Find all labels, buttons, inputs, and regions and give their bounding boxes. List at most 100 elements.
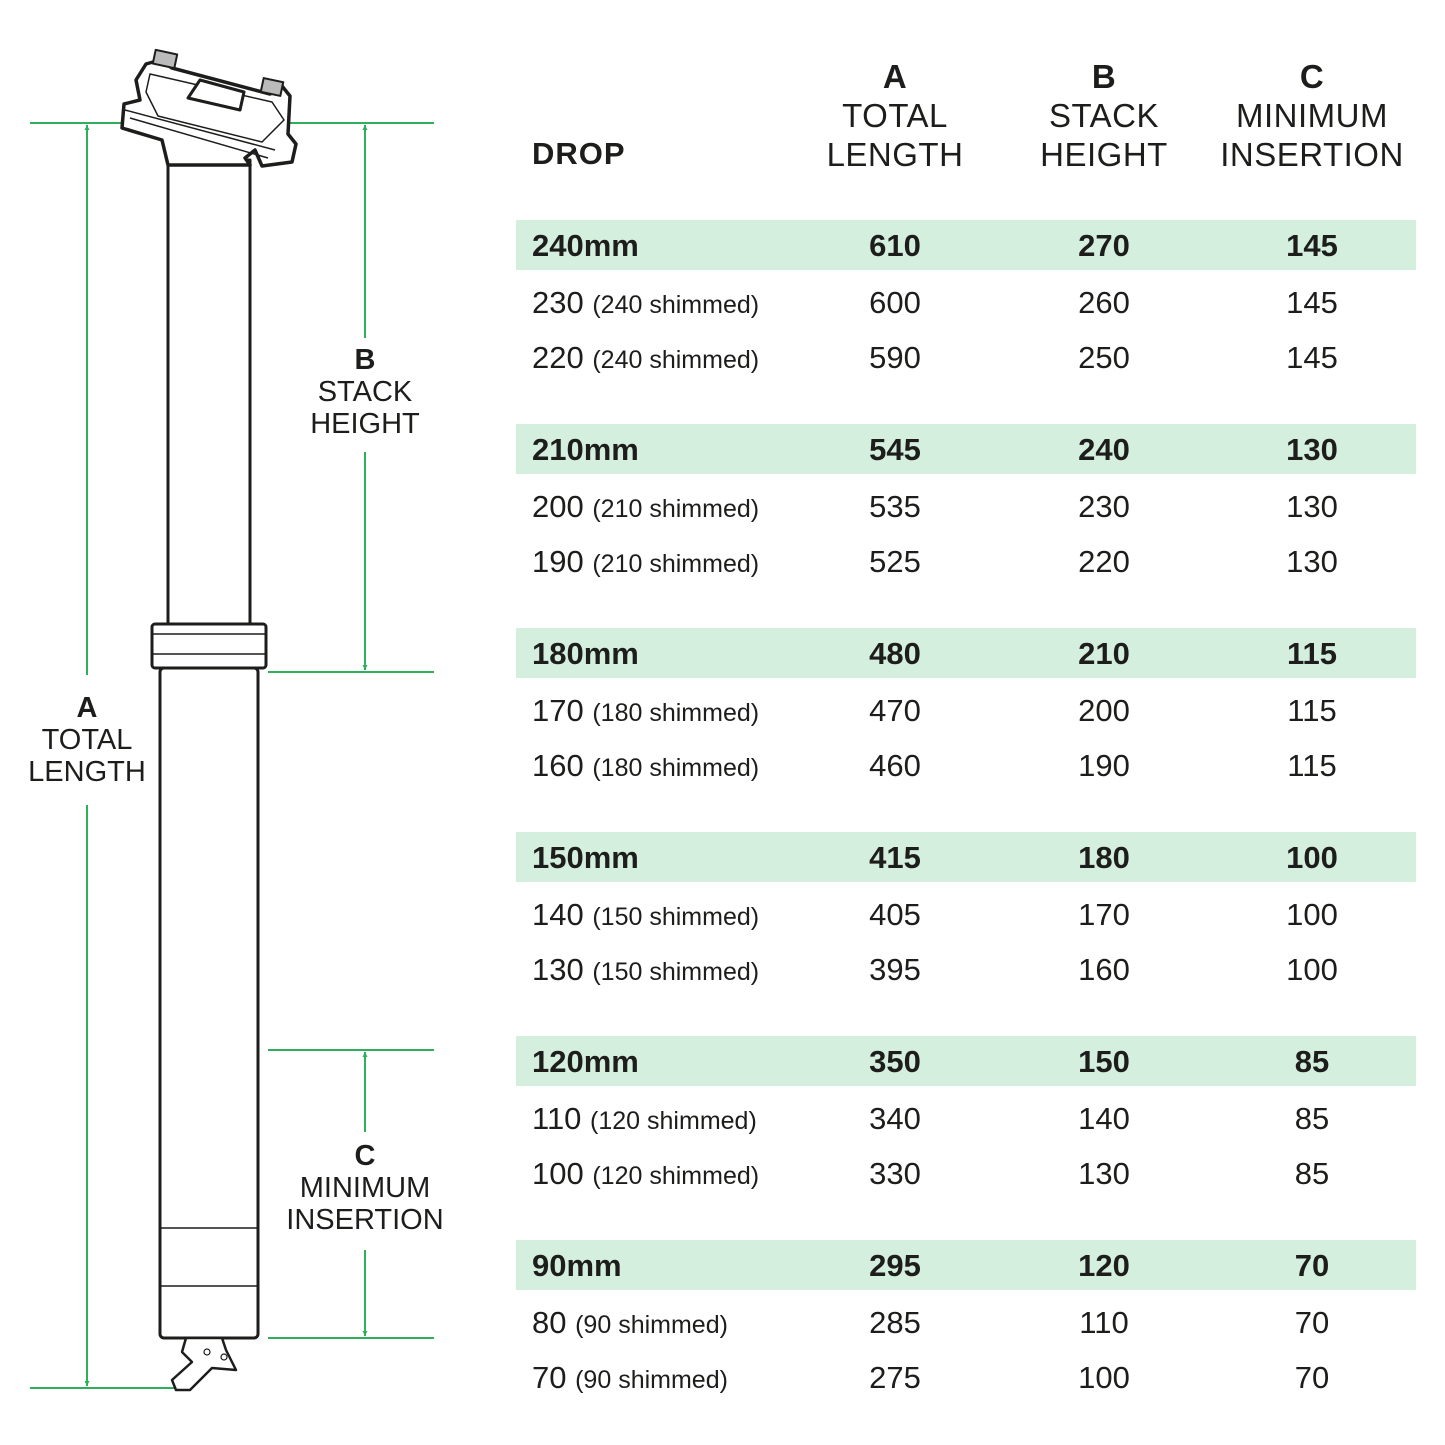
stack-height-cell: 220	[1078, 544, 1130, 579]
drop-cell: 170 (180 shimmed)	[532, 693, 759, 729]
highlight-band	[516, 424, 1416, 474]
minimum-insertion-cell: 85	[1294, 1156, 1330, 1191]
highlight-band	[516, 832, 1416, 882]
stack-height-cell: 190	[1078, 748, 1130, 783]
stack-height-cell: 200	[1078, 693, 1130, 728]
seat-clamp-head	[120, 58, 298, 168]
drop-cell: 130 (150 shimmed)	[532, 952, 759, 988]
shim-note: (180 shimmed)	[592, 754, 760, 782]
total-length-cell: 480	[869, 636, 921, 671]
header-stack-height: B STACK HEIGHT	[1040, 58, 1168, 173]
minimum-insertion-cell: 70	[1294, 1248, 1330, 1283]
stack-height-cell: 150	[1078, 1044, 1130, 1079]
minimum-insertion-cell: 130	[1286, 489, 1338, 524]
stack-height-cell: 130	[1078, 1156, 1130, 1191]
drop-value: 230	[532, 285, 584, 320]
total-length-cell: 395	[869, 952, 921, 987]
drop-cell: 80 (90 shimmed)	[532, 1305, 728, 1341]
collar	[150, 622, 268, 670]
drop-value: 240mm	[532, 228, 639, 263]
total-length-cell: 610	[869, 228, 921, 263]
drop-value: 220	[532, 340, 584, 375]
minimum-insertion-cell: 145	[1286, 228, 1338, 263]
total-length-cell: 460	[869, 748, 921, 783]
drop-cell: 220 (240 shimmed)	[532, 340, 759, 376]
shim-note: (90 shimmed)	[575, 1366, 728, 1394]
shim-note: (150 shimmed)	[592, 903, 760, 931]
remote-lever	[170, 1336, 238, 1392]
drop-value: 170	[532, 693, 584, 728]
lower-tube	[158, 666, 260, 1340]
label-stack-height: B STACK HEIGHT	[300, 344, 430, 440]
upper-tube	[166, 158, 252, 626]
minimum-insertion-cell: 130	[1286, 544, 1338, 579]
drop-cell: 140 (150 shimmed)	[532, 897, 759, 933]
stack-height-cell: 240	[1078, 432, 1130, 467]
drop-value: 110	[532, 1101, 582, 1136]
drop-cell: 240mm	[532, 228, 639, 264]
stack-height-cell: 230	[1078, 489, 1130, 524]
drop-cell: 120mm	[532, 1044, 639, 1080]
minimum-insertion-cell: 145	[1286, 340, 1338, 375]
total-length-cell: 340	[869, 1101, 921, 1136]
minimum-insertion-cell: 130	[1286, 432, 1338, 467]
minimum-insertion-cell: 115	[1287, 693, 1337, 728]
highlight-band	[516, 1036, 1416, 1086]
shim-note: (90 shimmed)	[575, 1311, 728, 1339]
drop-value: 150mm	[532, 840, 639, 875]
drop-value: 130	[532, 952, 584, 987]
total-length-cell: 415	[869, 840, 921, 875]
drop-cell: 200 (210 shimmed)	[532, 489, 759, 525]
minimum-insertion-cell: 85	[1294, 1101, 1330, 1136]
dimension-lines	[30, 122, 434, 1389]
drop-value: 160	[532, 748, 584, 783]
highlight-band	[516, 1240, 1416, 1290]
shim-note: (120 shimmed)	[590, 1107, 757, 1135]
minimum-insertion-cell: 85	[1294, 1044, 1330, 1079]
shim-note: (120 shimmed)	[592, 1162, 760, 1190]
stack-height-cell: 140	[1078, 1101, 1130, 1136]
drop-cell: 190 (210 shimmed)	[532, 544, 759, 580]
seatpost-drawing	[120, 48, 298, 1392]
drop-cell: 230 (240 shimmed)	[532, 285, 759, 321]
total-length-cell: 330	[869, 1156, 921, 1191]
drop-value: 200	[532, 489, 584, 524]
total-length-cell: 405	[869, 897, 921, 932]
total-length-cell: 525	[869, 544, 921, 579]
stack-height-cell: 210	[1078, 636, 1130, 671]
header-drop: DROP	[532, 136, 626, 171]
total-length-cell: 470	[869, 693, 921, 728]
minimum-insertion-cell: 70	[1294, 1305, 1330, 1340]
drop-value: 210mm	[532, 432, 639, 467]
stack-height-cell: 120	[1078, 1248, 1130, 1283]
total-length-cell: 275	[869, 1360, 921, 1395]
stack-height-cell: 100	[1078, 1360, 1130, 1395]
shim-note: (150 shimmed)	[592, 958, 760, 986]
total-length-cell: 600	[869, 285, 921, 320]
drop-value: 180mm	[532, 636, 639, 671]
stack-height-cell: 170	[1078, 897, 1130, 932]
total-length-cell: 350	[869, 1044, 921, 1079]
stack-height-cell: 260	[1078, 285, 1130, 320]
minimum-insertion-cell: 115	[1287, 748, 1337, 783]
drop-value: 190	[532, 544, 584, 579]
stack-height-cell: 160	[1078, 952, 1130, 987]
drop-value: 70	[532, 1360, 567, 1395]
minimum-insertion-cell: 100	[1286, 897, 1338, 932]
stack-height-cell: 250	[1078, 340, 1130, 375]
shim-note: (180 shimmed)	[592, 699, 760, 727]
total-length-cell: 535	[869, 489, 921, 524]
highlight-band	[516, 628, 1416, 678]
drop-cell: 100 (120 shimmed)	[532, 1156, 759, 1192]
shim-note: (240 shimmed)	[592, 346, 760, 374]
shim-note: (210 shimmed)	[592, 550, 760, 578]
drop-cell: 150mm	[532, 840, 639, 876]
drop-value: 140	[532, 897, 584, 932]
label-total-length: A TOTAL LENGTH	[22, 692, 152, 788]
total-length-cell: 545	[869, 432, 921, 467]
drop-cell: 90mm	[532, 1248, 622, 1284]
total-length-cell: 285	[869, 1305, 921, 1340]
drop-value: 120mm	[532, 1044, 639, 1079]
drop-cell: 210mm	[532, 432, 639, 468]
